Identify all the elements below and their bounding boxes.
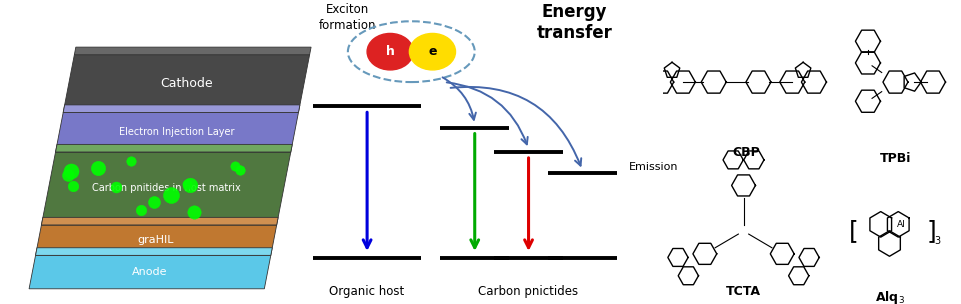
Text: 3: 3 xyxy=(934,236,940,246)
Polygon shape xyxy=(41,152,291,225)
Text: Cathode: Cathode xyxy=(160,77,212,90)
FancyArrowPatch shape xyxy=(447,82,528,144)
Text: Exciton
formation: Exciton formation xyxy=(319,3,377,32)
Point xyxy=(63,169,79,174)
Text: TPBi: TPBi xyxy=(879,152,911,164)
Polygon shape xyxy=(36,225,277,255)
Point xyxy=(133,208,148,212)
Polygon shape xyxy=(29,255,271,289)
Polygon shape xyxy=(41,217,278,225)
Text: [: [ xyxy=(849,219,858,243)
Polygon shape xyxy=(56,112,299,152)
Point xyxy=(183,183,198,188)
Point xyxy=(232,168,247,173)
Text: ]: ] xyxy=(926,219,936,243)
Text: CBP: CBP xyxy=(732,146,760,158)
Point xyxy=(61,173,76,178)
Point xyxy=(147,199,162,204)
Text: Electron Injection Layer: Electron Injection Layer xyxy=(119,127,234,137)
Point xyxy=(163,192,179,197)
Text: TCTA: TCTA xyxy=(726,285,761,298)
Text: Carbon pnictides: Carbon pnictides xyxy=(479,285,579,298)
Polygon shape xyxy=(56,144,292,152)
Point xyxy=(65,183,81,188)
FancyArrowPatch shape xyxy=(451,87,581,166)
Point xyxy=(123,159,138,164)
Text: graHIL: graHIL xyxy=(137,235,174,245)
Text: Organic host: Organic host xyxy=(330,285,405,298)
Point xyxy=(180,181,195,186)
Point xyxy=(227,163,242,168)
Text: Emission: Emission xyxy=(628,162,678,172)
Text: Anode: Anode xyxy=(133,267,167,277)
Text: e: e xyxy=(429,45,436,58)
Text: Alq$_3$: Alq$_3$ xyxy=(875,289,904,304)
Polygon shape xyxy=(74,47,311,55)
Polygon shape xyxy=(36,248,272,255)
Text: h: h xyxy=(385,45,395,58)
Point xyxy=(109,184,124,189)
Polygon shape xyxy=(63,105,300,112)
Point xyxy=(90,166,106,171)
Point xyxy=(186,209,202,214)
FancyArrowPatch shape xyxy=(443,77,476,120)
Circle shape xyxy=(409,33,456,70)
Polygon shape xyxy=(63,55,309,112)
Text: Energy
transfer: Energy transfer xyxy=(537,3,612,42)
Text: Al: Al xyxy=(897,220,906,229)
Text: Carbon pnitides in host matrix: Carbon pnitides in host matrix xyxy=(91,184,240,193)
Circle shape xyxy=(367,33,413,70)
